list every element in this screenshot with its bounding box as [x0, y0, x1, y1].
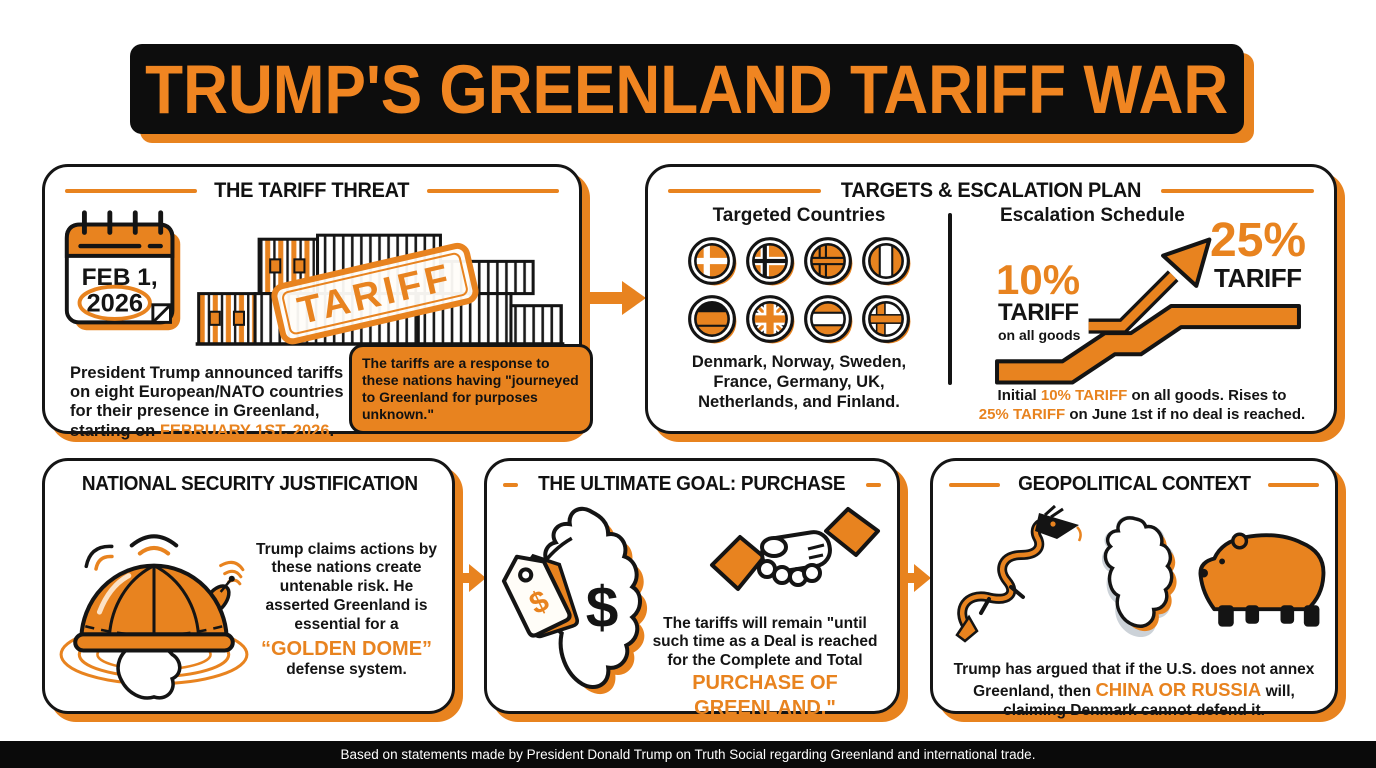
panel-title-row: THE TARIFF THREAT — [65, 179, 560, 203]
panel-tariff-threat: THE TARIFF THREAT FEB 1, 2026 — [42, 164, 593, 440]
quote-callout-text: The tariffs are a response to these nati… — [362, 355, 579, 423]
note-text: on June 1st if no deal is reached. — [1065, 405, 1306, 423]
golden-dome-highlight: “GOLDEN DOME” — [260, 638, 433, 661]
panel-national-security: NATIONAL SECURITY JUSTIFICATION — [42, 458, 455, 714]
body-suffix: will, claiming Denmark cannot defend it. — [1003, 683, 1295, 720]
panel-title-row: TARGETS & ESCALATION PLAN — [668, 179, 1314, 203]
footer-text: Based on statements made by President Do… — [340, 747, 1036, 762]
title-rule-left — [668, 189, 821, 193]
note-text: Initial — [997, 387, 1041, 404]
final-rate-value: 25% — [1210, 214, 1307, 267]
handshake-icon — [710, 507, 880, 591]
initial-rate-label: TARIFF — [998, 299, 1079, 326]
greenland-price-icon: $ $ — [501, 506, 648, 695]
body-text: Trump claims actions by these nations cr… — [256, 540, 437, 634]
note-initial-highlight: 10% TARIFF — [1040, 387, 1128, 404]
calendar-year-text: 2026 — [86, 290, 143, 318]
greenland-outline — [116, 641, 182, 700]
flag-icon-norway — [746, 237, 795, 286]
body-date-highlight: FEBRUARY 1ST, 2026 — [159, 421, 330, 440]
flag-icon-netherlands — [804, 295, 853, 344]
note-final-highlight: 25% TARIFF — [978, 405, 1066, 423]
body-suffix: defense system. — [286, 661, 407, 679]
flag-icon-denmark — [688, 237, 737, 286]
targeted-countries-section: Targeted Countries — [648, 205, 950, 412]
national-security-body: Trump claims actions by these nations cr… — [249, 541, 444, 681]
page-title: TRUMP'S GREENLAND TARIFF WAR — [145, 50, 1229, 128]
title-rule-right — [1268, 482, 1320, 487]
greenland-map-icon — [1101, 515, 1177, 638]
china-russia-highlight: CHINA OR RUSSIA — [1095, 679, 1262, 701]
quote-callout: The tariffs are a response to these nati… — [349, 344, 593, 435]
vertical-divider — [948, 213, 952, 385]
title-rule-left — [65, 189, 198, 193]
escalation-note: Initial 10% TARIFF on all goods. Rises t… — [944, 387, 1340, 425]
title-rule-right — [426, 189, 560, 193]
panel-title: TARGETS & ESCALATION PLAN — [840, 179, 1142, 202]
panel-title: NATIONAL SECURITY JUSTIFICATION — [81, 473, 418, 495]
panel-title-row: GEOPOLITICAL CONTEXT — [949, 473, 1320, 496]
body-text: President Trump announced tariffs on eig… — [70, 363, 344, 440]
rising-arrow-icon — [1088, 237, 1212, 334]
title-rule-right — [1161, 189, 1314, 193]
arrow-right-icon — [456, 564, 486, 592]
final-rate-label: TARIFF — [1214, 263, 1302, 293]
panel-geopolitical-context: GEOPOLITICAL CONTEXT — [930, 458, 1338, 719]
flag-icon-germany — [688, 295, 737, 344]
panel-title-row: THE ULTIMATE GOAL: PURCHASE — [503, 473, 881, 496]
dragon-icon — [955, 505, 1082, 643]
body-text: Trump has argued that if the U.S. does n… — [953, 660, 1315, 701]
tariff-threat-body: President Trump announced tariffs on eig… — [70, 364, 350, 442]
panel-title-row: NATIONAL SECURITY JUSTIFICATION — [61, 473, 436, 496]
flag-icon-sweden — [804, 237, 853, 286]
panel-title: THE TARIFF THREAT — [214, 179, 410, 202]
purchase-highlight: PURCHASE OF GREENLAND." — [692, 672, 838, 719]
title-rule-left — [949, 482, 1000, 487]
geopolitical-body: Trump has argued that if the U.S. does n… — [941, 661, 1327, 722]
ultimate-goal-body: The tariffs will remain "until such time… — [643, 615, 887, 721]
countries-list: Denmark, Norway, Sweden, France, Germany… — [691, 353, 907, 411]
calendar-icon: FEB 1, 2026 — [64, 210, 181, 331]
title-banner: TRUMP'S GREENLAND TARIFF WAR — [130, 44, 1244, 134]
panel-targets-escalation: TARGETS & ESCALATION PLAN Targeted Count… — [645, 164, 1337, 434]
bear-icon — [1198, 532, 1326, 627]
panel-title: GEOPOLITICAL CONTEXT — [1017, 473, 1251, 495]
body-suffix: . — [329, 421, 335, 440]
flag-icon-finland — [862, 295, 911, 344]
flag-icon-uk — [746, 295, 795, 344]
targeted-countries-heading: Targeted Countries — [712, 205, 886, 226]
initial-rate-value: 10% — [996, 256, 1081, 303]
panel-ultimate-goal: THE ULTIMATE GOAL: PURCHASE $ $ — [484, 458, 900, 719]
arrow-right-icon — [584, 281, 646, 315]
golden-dome-icon — [59, 534, 249, 700]
title-rule-left — [503, 482, 519, 487]
arrow-right-icon — [901, 564, 931, 592]
escalation-schedule-section: Escalation Schedule 10% TARIFF on all go… — [954, 197, 1340, 427]
shipping-containers-icon: TARIFF — [195, 233, 565, 346]
panel-title: THE ULTIMATE GOAL: PURCHASE — [538, 473, 846, 495]
initial-rate-sub: on all goods — [998, 327, 1081, 343]
title-rule-right — [865, 482, 881, 487]
dollar-sign: $ — [586, 575, 619, 640]
signal-waves-icon — [84, 534, 179, 571]
body-text: The tariffs will remain "until such time… — [652, 614, 878, 670]
escalation-heading: Escalation Schedule — [1000, 205, 1185, 226]
escalation-steps-icon — [995, 237, 1301, 385]
price-tag-icon: $ — [501, 553, 579, 639]
flag-icon-france — [862, 237, 911, 286]
footer-bar: Based on statements made by President Do… — [0, 741, 1376, 768]
note-text: on all goods. Rises to — [1127, 387, 1287, 404]
country-flags-grid — [682, 235, 916, 345]
